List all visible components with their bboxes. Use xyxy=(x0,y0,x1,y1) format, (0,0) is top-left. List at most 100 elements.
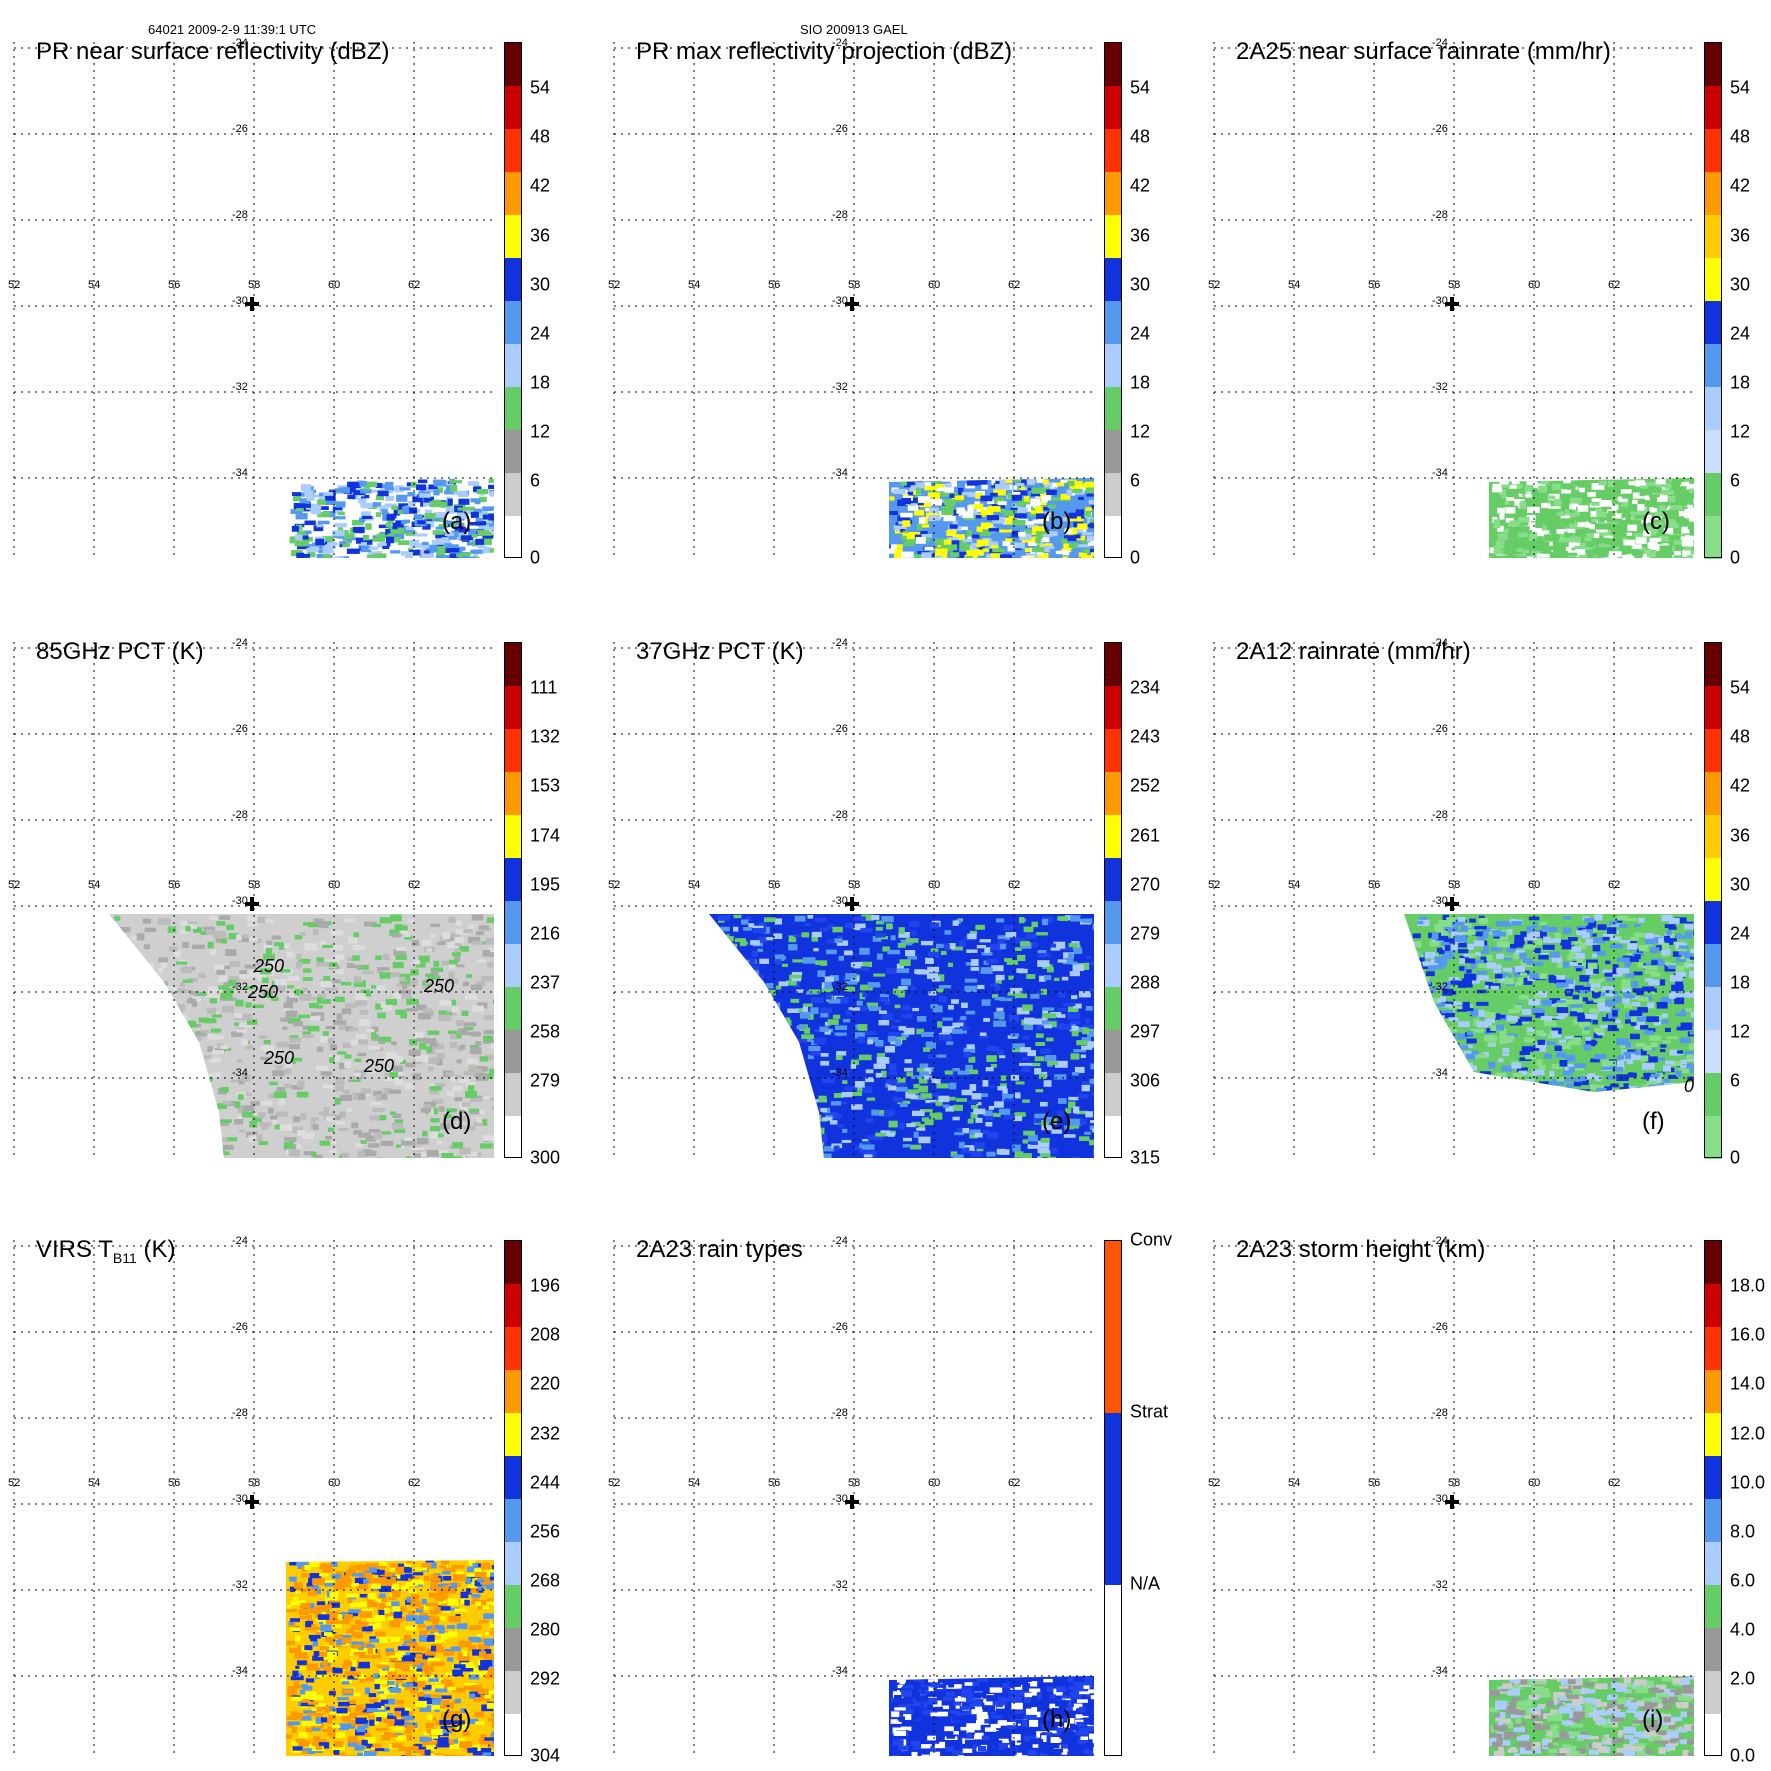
colorbar-segment xyxy=(1704,171,1722,215)
cross-icon xyxy=(245,1495,259,1509)
contour-label: 0 xyxy=(1684,1076,1694,1096)
colorbar-tick: 36 xyxy=(1730,825,1751,846)
colorbar-c: 54 48 42 36 30 24 18 12 6 0 xyxy=(1704,42,1771,568)
colorbar-f: 54 48 42 36 30 24 18 12 6 0 xyxy=(1704,642,1771,1168)
colorbar-tick: 292 xyxy=(530,1668,561,1689)
swath-pixels-a xyxy=(289,478,494,558)
colorbar-tick: 30 xyxy=(530,274,551,295)
colorbar-segment xyxy=(1704,1072,1722,1116)
lon-label: 56 xyxy=(1368,279,1380,291)
colorbar-tick: 16.0 xyxy=(1730,1324,1766,1345)
lon-label: 60 xyxy=(928,279,940,291)
map-plot-i: 52 54 56 58 60 62 -24 -26 -28 -30 -32 -34 xyxy=(1208,1235,1694,1756)
lat-label: -24 xyxy=(832,1235,848,1247)
lat-label: -28 xyxy=(232,809,248,821)
lat-label: -28 xyxy=(232,209,248,221)
title-text: PR near surface reflectivity (dBZ) xyxy=(36,38,390,65)
lat-label: -26 xyxy=(232,723,248,735)
colorbar-segment xyxy=(1704,900,1722,944)
colorbar-segment xyxy=(1104,128,1122,172)
colorbar-tick: 42 xyxy=(1730,775,1751,796)
colorbar-segment xyxy=(1104,515,1122,559)
colorbar-tick: 279 xyxy=(1130,923,1161,944)
lat-label: -28 xyxy=(1432,209,1448,221)
panel-label-c: (c) xyxy=(1642,508,1670,535)
lat-label: -24 xyxy=(1432,637,1448,649)
map-plot-b: 52 54 56 58 60 62 -24 -26 -28 -30 -32 -34 xyxy=(608,37,1094,558)
lon-label: 60 xyxy=(328,879,340,891)
colorbar-tick: 208 xyxy=(530,1324,561,1345)
colorbar-segment xyxy=(1704,857,1722,901)
panel-label-f: (f) xyxy=(1642,1108,1665,1135)
lat-label: -28 xyxy=(1432,1407,1448,1419)
colorbar-frame xyxy=(1704,642,1722,1158)
colorbar-tick: 243 xyxy=(1130,726,1161,747)
lon-label: 60 xyxy=(928,879,940,891)
lat-label: -30 xyxy=(832,295,848,307)
colorbar-segment xyxy=(504,900,522,944)
colorbar-e: 234 243 252 261 270 279 288 297 306 315 xyxy=(1104,642,1184,1168)
cross-icon xyxy=(845,1495,859,1509)
header-center: SIO 200913 GAEL xyxy=(800,22,908,37)
colorbar-segment xyxy=(1704,257,1722,301)
colorbar-segment xyxy=(1704,386,1722,430)
colorbar-tick: 18.0 xyxy=(1730,1275,1766,1296)
lat-label: -34 xyxy=(1432,467,1448,479)
contour-label: 250 xyxy=(253,956,284,976)
swath-pixels-i xyxy=(1489,1676,1694,1756)
lon-label: 60 xyxy=(1528,279,1540,291)
lon-label: 62 xyxy=(1608,279,1620,291)
colorbar-segment xyxy=(504,42,522,86)
lat-label: -34 xyxy=(832,1665,848,1677)
colorbar-segment xyxy=(504,214,522,258)
lat-label: -24 xyxy=(832,37,848,49)
colorbar-tick: 36 xyxy=(1130,225,1151,246)
lat-label: -34 xyxy=(832,1067,848,1079)
lat-label: -34 xyxy=(832,467,848,479)
colorbar-tick: 304 xyxy=(530,1745,561,1766)
colorbar-tick: 111 xyxy=(530,677,558,698)
lon-label: 58 xyxy=(248,279,260,291)
colorbar-segment xyxy=(504,1072,522,1116)
colorbar-tick: 48 xyxy=(530,126,551,147)
colorbar-tick: 174 xyxy=(530,825,561,846)
lat-label: -28 xyxy=(832,209,848,221)
cross-icon xyxy=(1445,297,1459,311)
colorbar-segment xyxy=(1104,257,1122,301)
colorbar-segment xyxy=(1104,429,1122,473)
colorbar-segment xyxy=(504,343,522,387)
lat-label: -28 xyxy=(832,809,848,821)
lon-label: 52 xyxy=(8,879,20,891)
colorbar-segment xyxy=(1704,1240,1722,1284)
colorbar-tick: 42 xyxy=(1130,175,1151,196)
colorbar-segment xyxy=(504,257,522,301)
colorbar-tick: 196 xyxy=(530,1275,561,1296)
title-text: PR max reflectivity projection (dBZ) xyxy=(636,38,1013,65)
panel-g: 52 54 56 58 60 62 -24 -26 -28 -30 -32 -34 VIRS TB11 … xyxy=(8,1235,584,1766)
colorbar-tick: 18 xyxy=(1730,972,1751,993)
panel-title-f: 2A12 rainrate (mm/hr) xyxy=(1236,638,1471,666)
lat-label: -34 xyxy=(1432,1067,1448,1079)
colorbar-segment xyxy=(1104,42,1122,86)
colorbar-segment xyxy=(1704,128,1722,172)
colorbar-tick: 48 xyxy=(1130,126,1151,147)
panel-h: 52 54 56 58 60 62 -24 -26 -28 -30 -32 -34 2A23 rain … xyxy=(608,1230,1184,1766)
colorbar-tick: 280 xyxy=(530,1619,561,1640)
lon-label: 52 xyxy=(1208,279,1220,291)
panel-label-i: (i) xyxy=(1642,1706,1664,1733)
colorbar-segment xyxy=(1104,1240,1122,1413)
colorbar-segment xyxy=(504,857,522,901)
colorbar-segment xyxy=(504,171,522,215)
lon-label: 60 xyxy=(928,1477,940,1489)
colorbar-tick: 232 xyxy=(530,1423,561,1444)
title-text: 37GHz PCT (K) xyxy=(636,638,804,665)
colorbar-tick: 24 xyxy=(1130,323,1151,344)
colorbar-segment xyxy=(1704,642,1722,686)
colorbar-segment xyxy=(1104,642,1122,686)
title-text: 85GHz PCT (K) xyxy=(36,638,204,665)
colorbar-segment xyxy=(1704,1115,1722,1159)
lon-label: 54 xyxy=(688,879,700,891)
colorbar-tick: 12.0 xyxy=(1730,1423,1766,1444)
colorbar-segment xyxy=(504,429,522,473)
title-subscript: B11 xyxy=(112,1249,137,1266)
